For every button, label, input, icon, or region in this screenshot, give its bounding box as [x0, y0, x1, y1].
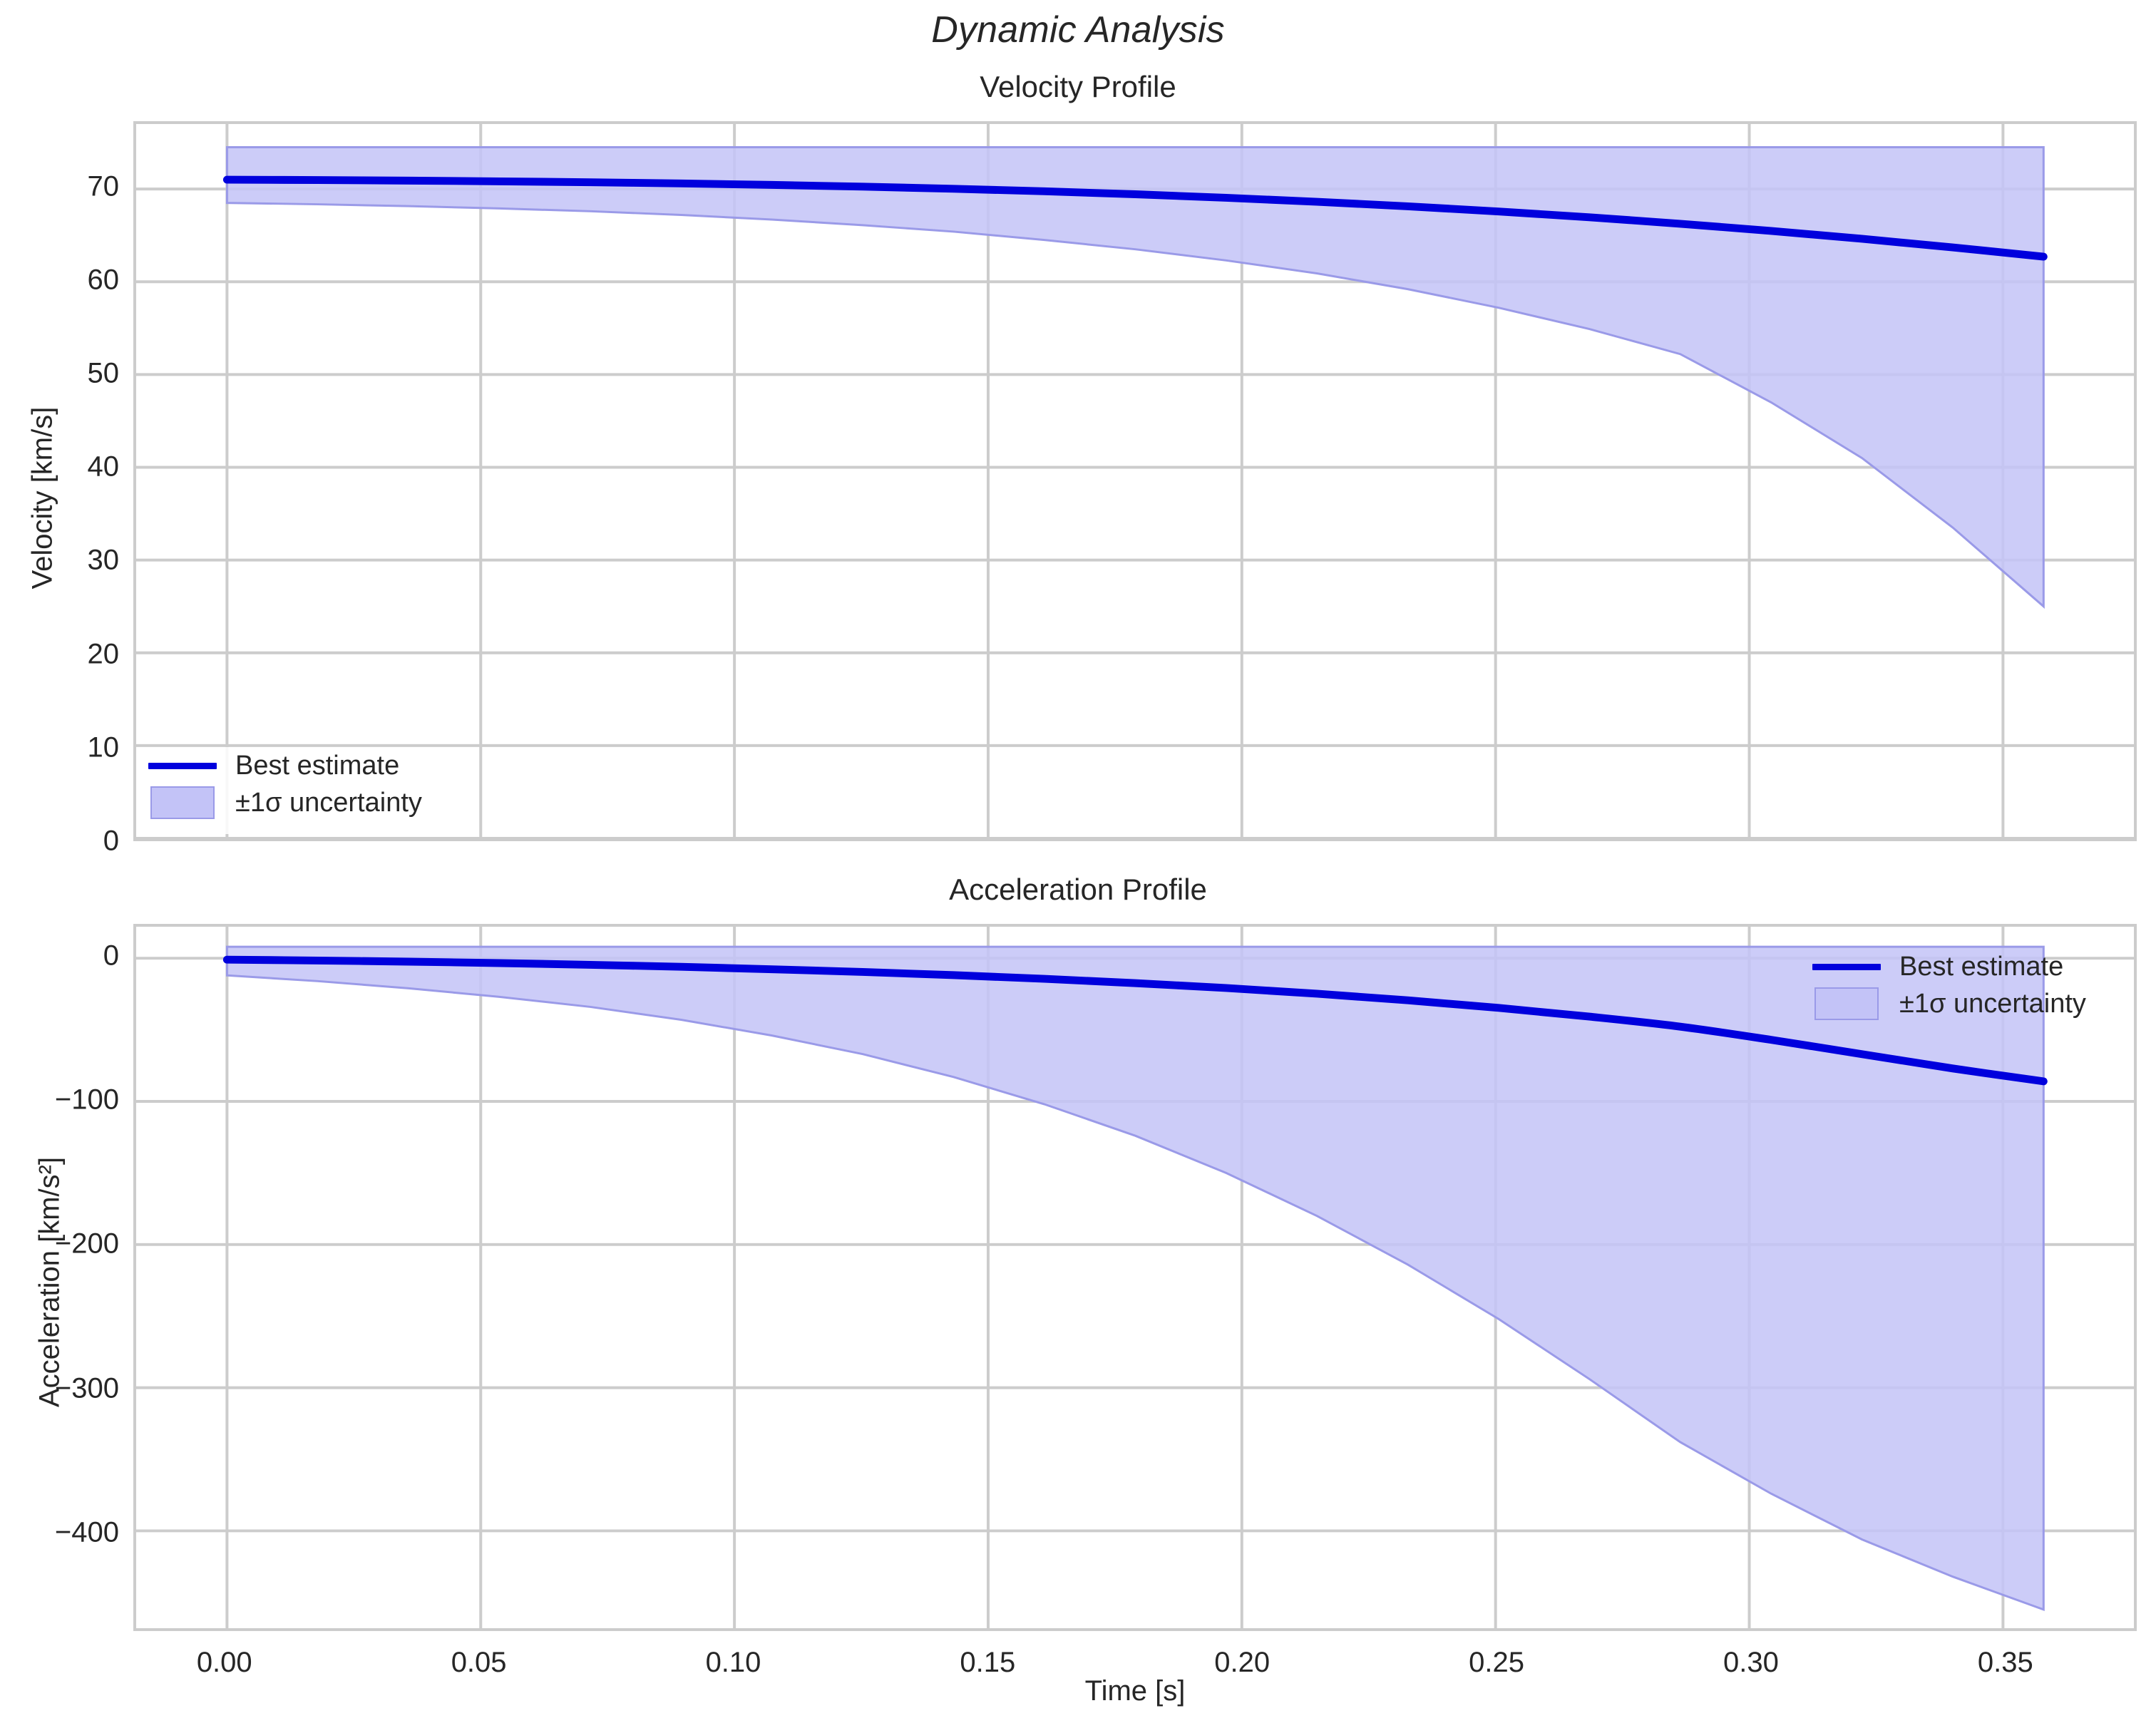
y-tick-label: 0 — [103, 825, 119, 857]
velocity-subplot-title: Velocity Profile — [980, 70, 1176, 103]
y-tick-label: −300 — [54, 1372, 119, 1404]
y-tick-label: 50 — [87, 357, 120, 389]
x-tick-label: 0.20 — [1214, 1647, 1270, 1678]
legend-row-best-estimate: Best estimate — [1804, 948, 2139, 985]
x-tick-label: 0.15 — [960, 1647, 1016, 1678]
velocity-legend: Best estimate ±1σ uncertainty — [140, 747, 439, 834]
y-tick-label: −200 — [54, 1228, 119, 1260]
acceleration-plot-area — [133, 924, 2137, 1631]
y-tick-label: 60 — [87, 264, 120, 296]
y-tick-label: 20 — [87, 638, 120, 670]
y-tick-label: 0 — [103, 940, 119, 972]
y-tick-label: 30 — [87, 544, 120, 576]
x-tick-label: 0.30 — [1723, 1647, 1779, 1678]
legend-label-uncertainty: ±1σ uncertainty — [1899, 988, 2086, 1019]
x-tick-label: 0.00 — [196, 1647, 252, 1678]
legend-row-best-estimate: Best estimate — [140, 747, 439, 784]
legend-band-swatch-icon — [140, 786, 225, 819]
legend-label-best-estimate: Best estimate — [1899, 951, 2064, 982]
figure-suptitle: Dynamic Analysis — [931, 9, 1225, 51]
y-tick-label: −400 — [54, 1516, 119, 1548]
y-tick-label: 40 — [87, 451, 120, 483]
legend-band-swatch-icon — [1804, 987, 1889, 1020]
x-tick-label: 0.35 — [1977, 1647, 2033, 1678]
y-tick-label: 70 — [87, 170, 120, 202]
legend-row-uncertainty: ±1σ uncertainty — [1804, 985, 2139, 1022]
time-x-axis-label: Time [s] — [1084, 1675, 1186, 1707]
velocity-y-axis-label: Velocity [km/s] — [26, 406, 58, 590]
velocity-plot-area — [133, 121, 2137, 841]
acceleration-legend: Best estimate ±1σ uncertainty — [1804, 948, 2139, 1035]
x-tick-label: 0.05 — [451, 1647, 507, 1678]
velocity-plot-canvas — [136, 124, 2134, 838]
y-tick-label: −100 — [54, 1084, 119, 1116]
y-tick-label: 10 — [87, 731, 120, 763]
legend-line-swatch-icon — [140, 762, 225, 769]
legend-line-swatch-icon — [1804, 963, 1889, 970]
legend-row-uncertainty: ±1σ uncertainty — [140, 784, 439, 821]
acceleration-subplot-title: Acceleration Profile — [949, 873, 1207, 906]
x-tick-label: 0.10 — [705, 1647, 761, 1678]
acceleration-plot-canvas — [136, 927, 2134, 1628]
x-tick-label: 0.25 — [1469, 1647, 1525, 1678]
legend-label-uncertainty: ±1σ uncertainty — [235, 787, 422, 818]
legend-label-best-estimate: Best estimate — [235, 750, 400, 781]
